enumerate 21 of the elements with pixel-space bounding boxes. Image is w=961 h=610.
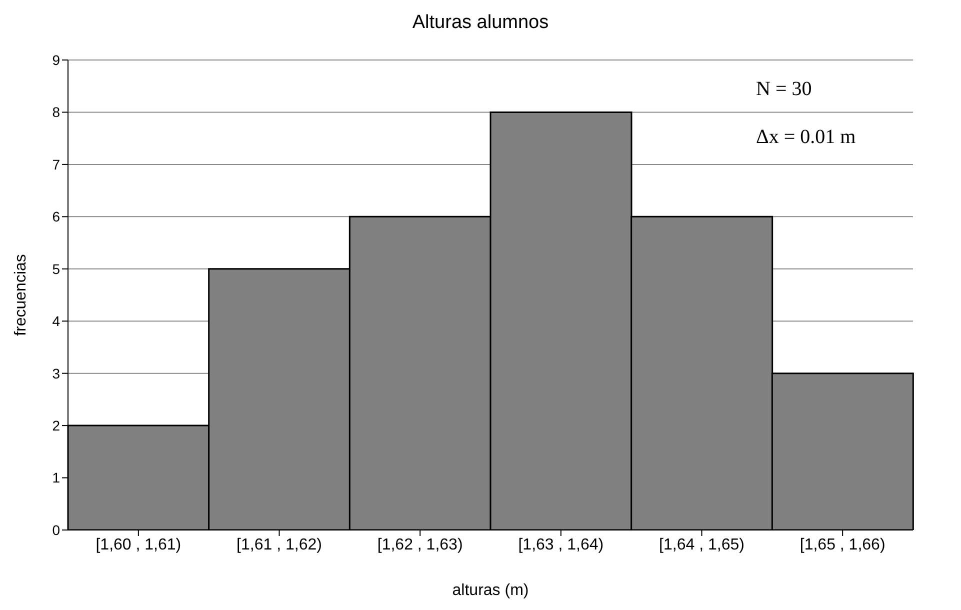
chart-title: Alturas alumnos <box>411 12 550 34</box>
y-tick-label: 9 <box>52 52 60 68</box>
x-tick-label: [1,64 , 1,65) <box>659 536 744 554</box>
y-tick-label: 5 <box>52 260 60 277</box>
x-tick-label: [1,60 , 1,61) <box>96 536 182 554</box>
x-tick-label: [1,61 , 1,62) <box>236 536 322 554</box>
x-tick-label: [1,65 , 1,66) <box>800 536 886 554</box>
y-axis-title: frecuencias <box>12 254 30 336</box>
x-tick-label: [1,63 , 1,64) <box>518 536 604 554</box>
y-tick-label: 3 <box>52 365 60 382</box>
y-tick-label: 4 <box>52 313 60 330</box>
x-tick-label: [1,62 , 1,63) <box>377 536 463 554</box>
annotation: Δx = 0.01 m <box>756 126 856 149</box>
x-axis-title: alturas (m) <box>452 582 529 599</box>
y-tick-label: 2 <box>52 418 60 434</box>
y-tick-label: 0 <box>52 522 60 538</box>
y-tick-label: 8 <box>52 104 60 120</box>
y-tick-label: 7 <box>52 156 60 172</box>
annotation: N = 30 <box>756 78 812 101</box>
y-tick-label: 6 <box>52 208 60 225</box>
y-tick-label: 1 <box>52 470 60 486</box>
